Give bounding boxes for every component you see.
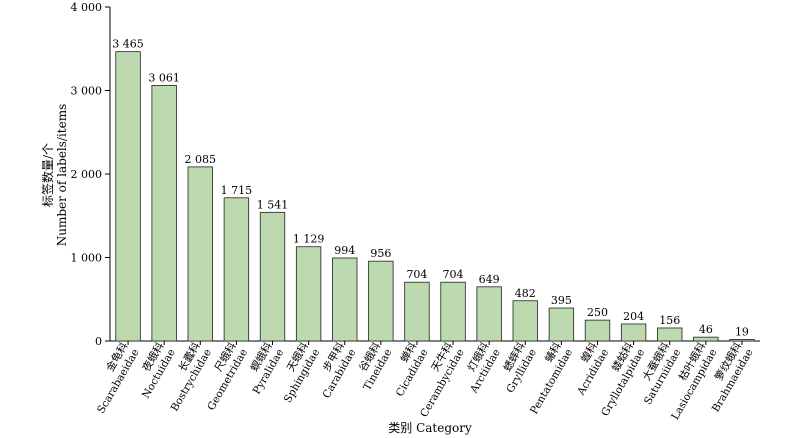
bar-value-label: 1 715 <box>221 184 253 197</box>
bar <box>620 323 647 342</box>
bar <box>548 307 575 342</box>
category-labels-group: 金龟科Scarabaeidae夜蛾科Noctuidae长蠹科Bostrychid… <box>95 340 755 422</box>
bar-value-label: 956 <box>370 247 391 260</box>
x-axis <box>110 340 760 345</box>
bar <box>259 211 286 342</box>
bar-value-label: 1 541 <box>257 198 289 211</box>
bar-value-label: 395 <box>551 294 572 307</box>
bar <box>223 197 250 342</box>
bar <box>476 286 502 342</box>
bar <box>151 85 177 342</box>
bar-value-label: 3 465 <box>112 38 144 51</box>
bar-value-label: 704 <box>443 268 464 281</box>
bar <box>584 319 611 342</box>
y-tick-label: 4 000 <box>71 1 103 14</box>
bar-value-label: 46 <box>699 323 713 336</box>
y-tick-label: 2 000 <box>71 168 103 181</box>
y-axis-title-zh: 标签数量/个 <box>40 143 55 207</box>
bar <box>693 336 719 342</box>
bars-group <box>115 51 755 342</box>
bar <box>187 166 213 342</box>
bar <box>440 281 466 342</box>
bar <box>332 257 358 342</box>
bar-value-label: 19 <box>735 325 749 338</box>
bar <box>295 246 322 342</box>
bar <box>368 260 394 342</box>
bar-value-label: 482 <box>515 287 536 300</box>
bar <box>404 281 430 342</box>
bar <box>729 339 755 342</box>
bar-value-label: 649 <box>479 273 500 286</box>
bar-value-label: 2 085 <box>185 153 217 166</box>
bar-value-label: 250 <box>587 306 608 319</box>
bar <box>512 300 538 342</box>
bar-value-label: 204 <box>623 310 644 323</box>
bar <box>115 51 141 342</box>
bar-value-label: 156 <box>659 314 680 327</box>
bar-value-label: 3 061 <box>148 71 180 84</box>
value-labels-group: 3 465 3 061 2 085 1 715 1 541 1 129 994 956 704 7… <box>112 38 749 339</box>
y-tick-label: 3 000 <box>71 85 103 98</box>
y-tick-label: 1 000 <box>71 252 103 265</box>
y-tick-label: 0 <box>95 335 102 348</box>
x-axis-title: 类别 Category <box>388 421 472 435</box>
bar-value-label: 1 129 <box>293 233 325 246</box>
y-axis: 0 1 000 2 000 3 000 4 000 <box>71 1 111 348</box>
bar <box>657 327 683 342</box>
y-axis-title-en: Number of labels/items <box>55 104 69 247</box>
bar-value-label: 704 <box>406 268 427 281</box>
bar-value-label: 994 <box>334 244 355 257</box>
